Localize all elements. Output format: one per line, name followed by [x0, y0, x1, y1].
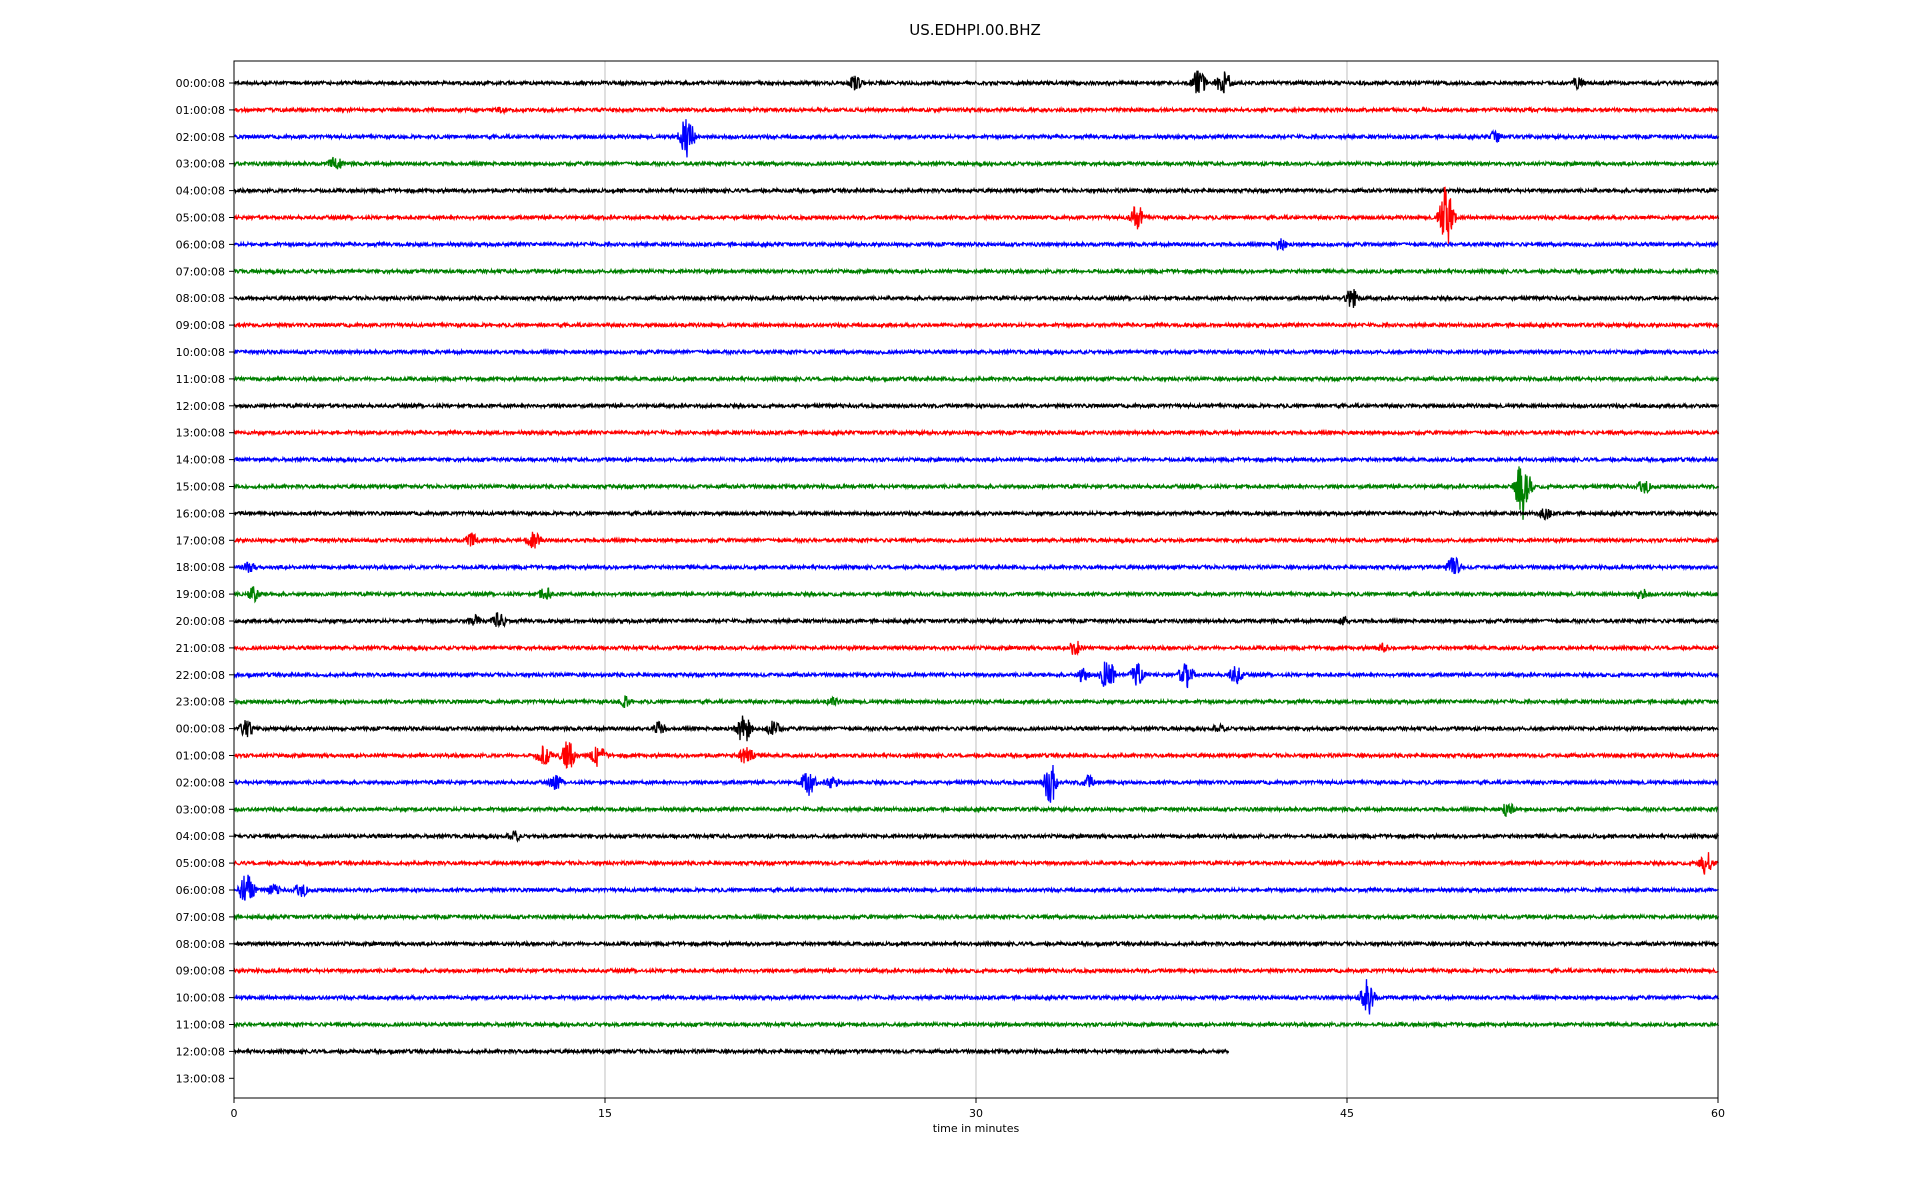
trace-line: [233, 852, 1719, 875]
trace-line: [233, 428, 1720, 437]
row-time-label: 12:00:08: [176, 400, 225, 413]
trace-line: [233, 1020, 1720, 1029]
seismic-traces: [233, 70, 1720, 1056]
trace-line: [233, 320, 1720, 330]
row-time-label: 00:00:08: [176, 723, 225, 736]
row-time-label: 22:00:08: [176, 669, 225, 682]
trace-line: [233, 640, 1720, 657]
trace-line: [233, 874, 1719, 901]
trace-line: [233, 374, 1720, 384]
row-time-label: 08:00:08: [176, 292, 225, 305]
row-time-label: 20:00:08: [176, 615, 225, 628]
trace-line: [233, 289, 1720, 308]
row-time-label: 04:00:08: [176, 185, 225, 198]
row-time-label: 08:00:08: [176, 938, 225, 951]
trace-line: [233, 612, 1720, 629]
row-time-label: 10:00:08: [176, 346, 225, 359]
trace-line: [233, 695, 1720, 709]
trace-line: [233, 105, 1719, 116]
trace-line: [233, 764, 1719, 803]
row-time-label: 06:00:08: [176, 238, 225, 251]
x-axis-label: time in minutes: [933, 1122, 1020, 1135]
trace-line: [233, 830, 1720, 843]
trace-line: [233, 661, 1720, 689]
trace-line: [233, 186, 1720, 244]
row-time-label: 06:00:08: [176, 884, 225, 897]
row-time-label: 10:00:08: [176, 992, 225, 1005]
row-time-label: 05:00:08: [176, 857, 225, 870]
row-time-label: 16:00:08: [176, 507, 225, 520]
trace-line: [233, 556, 1719, 575]
chart-title: US.EDHPI.00.BHZ: [909, 21, 1041, 39]
row-time-label: 13:00:08: [176, 427, 225, 440]
row-time-label: 23:00:08: [176, 696, 225, 709]
row-time-label: 05:00:08: [176, 212, 225, 225]
x-tick-label: 0: [231, 1107, 238, 1120]
trace-line: [233, 156, 1720, 170]
trace-line: [233, 979, 1720, 1015]
row-time-label: 03:00:08: [176, 803, 225, 816]
trace-line: [234, 186, 1720, 195]
row-time-label: 01:00:08: [176, 750, 225, 763]
row-time-label: 07:00:08: [176, 911, 225, 924]
trace-line: [233, 741, 1720, 769]
trace-line: [233, 119, 1720, 158]
row-time-label: 07:00:08: [176, 265, 225, 278]
trace-line: [233, 912, 1720, 922]
row-time-label: 21:00:08: [176, 642, 225, 655]
trace-line: [233, 939, 1720, 949]
trace-line: [233, 966, 1719, 975]
trace-line: [233, 508, 1719, 521]
grid-lines: [604, 61, 1348, 1098]
trace-line: [233, 267, 1719, 276]
trace-line: [233, 455, 1719, 464]
x-axis-ticks: 0 15 30 45 60: [231, 1098, 1725, 1120]
x-tick-label: 60: [1711, 1107, 1725, 1120]
row-time-label: 18:00:08: [176, 561, 225, 574]
row-time-label: 09:00:08: [176, 319, 225, 332]
trace-line: [233, 1047, 1230, 1056]
trace-line: [233, 715, 1719, 742]
x-tick-label: 45: [1340, 1107, 1354, 1120]
trace-line: [233, 531, 1720, 549]
row-time-label: 02:00:08: [176, 131, 225, 144]
row-time-label: 01:00:08: [176, 104, 225, 117]
trace-line: [233, 347, 1720, 357]
row-time-label: 04:00:08: [176, 830, 225, 843]
row-time-label: 03:00:08: [176, 158, 225, 171]
row-time-label: 19:00:08: [176, 588, 225, 601]
trace-line: [233, 586, 1719, 604]
trace-line: [233, 238, 1719, 252]
trace-line: [233, 802, 1719, 818]
row-time-label: 17:00:08: [176, 534, 225, 547]
row-time-label: 13:00:08: [176, 1072, 225, 1085]
row-time-labels: 00:00:08 01:00:08 02:00:08 03:00:08 04:00:08…: [176, 77, 234, 1085]
x-tick-label: 15: [598, 1107, 612, 1120]
trace-line: [233, 401, 1720, 410]
row-time-label: 15:00:08: [176, 481, 225, 494]
x-tick-label: 30: [969, 1107, 983, 1120]
row-time-label: 11:00:08: [176, 1019, 225, 1032]
row-time-label: 09:00:08: [176, 965, 225, 978]
trace-line: [233, 70, 1719, 94]
row-time-label: 12:00:08: [176, 1045, 225, 1058]
row-time-label: 02:00:08: [176, 776, 225, 789]
row-time-label: 11:00:08: [176, 373, 225, 386]
trace-line: [233, 466, 1720, 520]
row-time-label: 14:00:08: [176, 454, 225, 467]
row-time-label: 00:00:08: [176, 77, 225, 90]
